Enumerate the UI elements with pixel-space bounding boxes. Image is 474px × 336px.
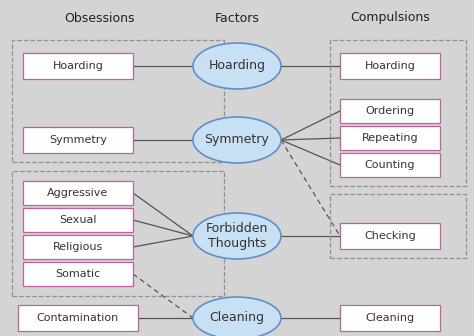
Text: Compulsions: Compulsions (350, 11, 430, 25)
Ellipse shape (193, 43, 281, 89)
Text: Symmetry: Symmetry (205, 133, 269, 146)
FancyBboxPatch shape (340, 223, 440, 249)
Text: Aggressive: Aggressive (47, 188, 109, 198)
FancyBboxPatch shape (340, 99, 440, 123)
FancyBboxPatch shape (340, 153, 440, 177)
FancyBboxPatch shape (23, 208, 133, 232)
Text: Forbidden
Thoughts: Forbidden Thoughts (206, 221, 268, 251)
Text: Hoarding: Hoarding (53, 61, 103, 71)
FancyBboxPatch shape (340, 53, 440, 79)
Text: Repeating: Repeating (362, 133, 419, 143)
Text: Somatic: Somatic (55, 269, 100, 279)
FancyBboxPatch shape (18, 305, 138, 331)
Text: Cleaning: Cleaning (210, 311, 264, 325)
Text: Religious: Religious (53, 242, 103, 252)
Text: Factors: Factors (215, 11, 259, 25)
Text: Obsessions: Obsessions (65, 11, 135, 25)
Text: Symmetry: Symmetry (49, 135, 107, 145)
Text: Cleaning: Cleaning (365, 313, 415, 323)
Ellipse shape (193, 117, 281, 163)
Text: Checking: Checking (364, 231, 416, 241)
Text: Hoarding: Hoarding (209, 59, 265, 73)
Text: Counting: Counting (365, 160, 415, 170)
FancyBboxPatch shape (340, 126, 440, 150)
FancyBboxPatch shape (23, 181, 133, 205)
Text: Sexual: Sexual (59, 215, 97, 225)
FancyBboxPatch shape (23, 53, 133, 79)
Ellipse shape (193, 213, 281, 259)
FancyBboxPatch shape (23, 235, 133, 259)
FancyBboxPatch shape (340, 305, 440, 331)
Ellipse shape (193, 297, 281, 336)
FancyBboxPatch shape (23, 262, 133, 286)
Text: Ordering: Ordering (365, 106, 415, 116)
Text: Hoarding: Hoarding (365, 61, 415, 71)
Text: Contamination: Contamination (37, 313, 119, 323)
FancyBboxPatch shape (23, 127, 133, 153)
